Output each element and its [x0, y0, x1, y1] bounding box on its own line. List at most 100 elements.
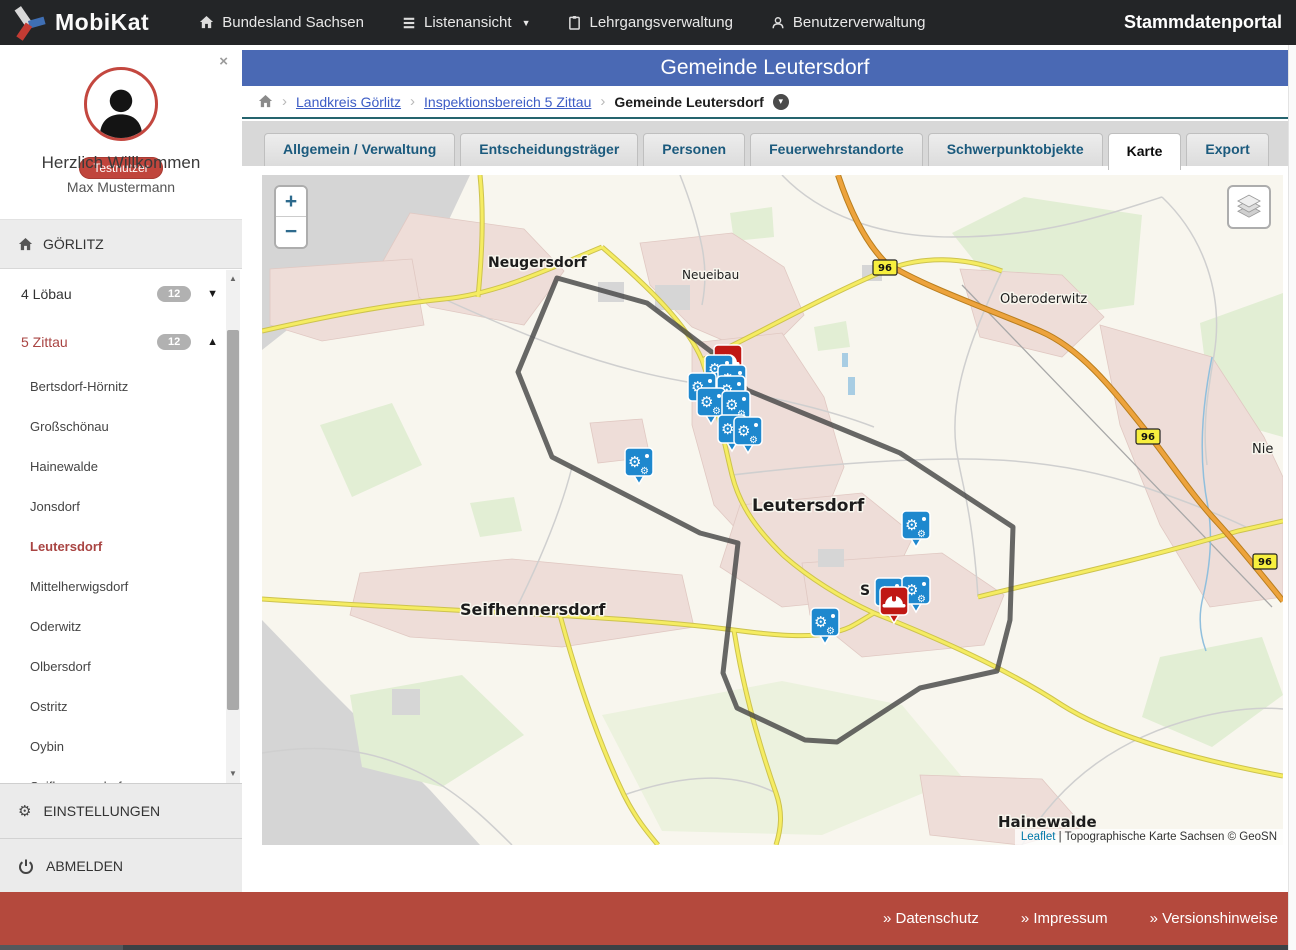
municipality-label: Olbersdorf — [30, 658, 91, 674]
footer-link-datenschutz[interactable]: » Datenschutz — [882, 910, 979, 927]
list-icon — [403, 17, 415, 28]
chevron-down-icon[interactable]: ▼ — [207, 288, 218, 300]
tab-schwerpunktobjekte[interactable]: Schwerpunktobjekte — [927, 133, 1103, 166]
scrollbar-thumb[interactable] — [227, 330, 239, 710]
tab-karte[interactable]: Karte — [1107, 133, 1182, 170]
municipality-label: Oderwitz — [30, 618, 82, 634]
sidebar-footer: ⚙ EINSTELLUNGEN ABMELDEN — [0, 783, 242, 892]
main-content: Gemeinde Leutersdorf › Landkreis Görlitz… — [242, 45, 1288, 892]
menu-label: Bundesland Sachsen — [222, 14, 364, 31]
municipality-label: Mittelherwigsdorf — [30, 578, 129, 594]
gear-icon: ⚙ — [18, 802, 32, 820]
menu-benutzerverwaltung[interactable]: Benutzerverwaltung — [771, 14, 926, 31]
breadcrumb-separator: › — [600, 93, 606, 110]
svg-text:96: 96 — [1141, 432, 1155, 443]
brand-name: MobiKat — [55, 9, 150, 35]
sidebar-item-bertsdorf-hoernitz[interactable]: Bertsdorf-Hörnitz — [0, 366, 226, 406]
svg-text:96: 96 — [878, 263, 892, 274]
map-label-seifhennersdorf: Seifhennersdorf — [460, 600, 606, 619]
menu-bundesland-sachsen[interactable]: Bundesland Sachsen — [199, 14, 364, 31]
sidebar-item-goerlitz[interactable]: GÖRLITZ — [0, 219, 242, 269]
tab-personen[interactable]: Personen — [643, 133, 746, 166]
person-silhouette-icon — [99, 89, 143, 138]
sidebar-item-oybin[interactable]: Oybin — [0, 726, 226, 766]
municipality-nav-list: 4 Löbau 12 ▼ 5 Zittau 12 ▲ Bertsdorf-Hör… — [0, 270, 242, 783]
sidebar-item-jonsdorf[interactable]: Jonsdorf — [0, 486, 226, 526]
count-badge: 12 — [157, 286, 192, 302]
count-badge: 12 — [157, 334, 192, 350]
top-navbar: MobiKat Bundesland Sachsen Listenansicht… — [0, 0, 1296, 45]
sidebar: × Testnutzer Herzlich Willkommen Max Mus… — [0, 45, 242, 892]
menu-listenansicht[interactable]: Listenansicht ▼ — [402, 14, 530, 31]
mobikat-logo-icon — [14, 5, 46, 41]
tab-allgemein-verwaltung[interactable]: Allgemein / Verwaltung — [264, 133, 456, 166]
map-label-nie: Nie — [1252, 442, 1273, 457]
sidebar-group-loebau[interactable]: 4 Löbau 12 ▼ — [0, 270, 226, 318]
settings-label: EINSTELLUNGEN — [43, 803, 161, 819]
menu-label: Lehrgangsverwaltung — [589, 14, 733, 31]
breadcrumb: › Landkreis Görlitz › Inspektionsbereich… — [242, 86, 1288, 119]
leaflet-link[interactable]: Leaflet — [1020, 831, 1056, 843]
municipality-label: Ostritz — [30, 698, 68, 714]
group-label: 4 Löbau — [21, 286, 72, 302]
map-label-hainewalde: Hainewalde — [998, 813, 1097, 831]
zoom-control: + − — [274, 185, 308, 249]
footer-link-versionshinweise[interactable]: » Versionshinweise — [1149, 910, 1278, 927]
map-label-oberoderwitz: Oberoderwitz — [1000, 292, 1087, 307]
municipality-label: Jonsdorf — [30, 498, 80, 514]
municipality-label: Oybin — [30, 738, 64, 754]
municipality-label: Großschönau — [30, 418, 109, 434]
scroll-up-icon[interactable]: ▲ — [229, 274, 237, 283]
user-name: Max Mustermann — [66, 179, 176, 195]
zoom-in-button[interactable]: + — [276, 187, 306, 217]
close-icon[interactable]: × — [219, 53, 228, 70]
map-label-neueibau: Neueibau — [682, 268, 739, 282]
tab-entscheidungstraeger[interactable]: Entscheidungsträger — [460, 133, 639, 166]
breadcrumb-dropdown-icon[interactable]: ▾ — [772, 93, 789, 110]
brand-logo[interactable]: MobiKat — [0, 4, 149, 42]
sidebar-item-olbersdorf[interactable]: Olbersdorf — [0, 646, 226, 686]
sidebar-item-ostritz[interactable]: Ostritz — [0, 686, 226, 726]
user-icon — [772, 16, 784, 28]
map-minor-roads — [262, 175, 1283, 845]
sidebar-item-einstellungen[interactable]: ⚙ EINSTELLUNGEN — [0, 784, 242, 838]
municipality-label: Hainewalde — [30, 458, 98, 474]
footer-link-impressum[interactable]: » Impressum — [1020, 910, 1108, 927]
tab-export[interactable]: Export — [1186, 133, 1269, 166]
user-role-badge-label: Testnutzer — [79, 157, 163, 179]
layers-control[interactable] — [1227, 185, 1271, 229]
main-menu: Bundesland Sachsen Listenansicht ▼ Lehrg… — [199, 14, 926, 31]
sidebar-item-seifhennersdorf[interactable]: Seifhennersdorf — [0, 766, 226, 784]
breadcrumb-inspektionsbereich[interactable]: Inspektionsbereich 5 Zittau — [424, 93, 592, 110]
zoom-out-button[interactable]: − — [276, 217, 306, 247]
page-title: Gemeinde Leutersdorf — [242, 50, 1288, 86]
sidebar-scrollbar[interactable]: ▲ ▼ — [226, 270, 240, 783]
home-icon — [18, 237, 33, 250]
sidebar-item-hainewalde[interactable]: Hainewalde — [0, 446, 226, 486]
municipality-label: Leutersdorf — [30, 538, 103, 554]
menu-lehrgangsverwaltung[interactable]: Lehrgangsverwaltung — [568, 14, 733, 31]
municipality-label: Bertsdorf-Hörnitz — [30, 378, 129, 394]
breadcrumb-separator: › — [410, 93, 416, 110]
sidebar-item-leutersdorf[interactable]: Leutersdorf — [0, 526, 226, 566]
sidebar-item-oderwitz[interactable]: Oderwitz — [0, 606, 226, 646]
bottom-bar — [0, 945, 1296, 950]
welcome-heading: Herzlich Willkommen — [41, 153, 201, 172]
map-water — [842, 353, 1213, 652]
map-canvas[interactable]: 96 96 96 Neugersdorf Neueibau Oberoderwi… — [262, 175, 1283, 845]
sidebar-item-grossschoenau[interactable]: Großschönau — [0, 406, 226, 446]
region-label: GÖRLITZ — [43, 236, 104, 252]
avatar — [84, 67, 158, 141]
sidebar-item-abmelden[interactable]: ABMELDEN — [0, 838, 242, 893]
home-icon[interactable] — [258, 94, 273, 109]
tab-feuerwehrstandorte[interactable]: Feuerwehrstandorte — [750, 133, 923, 166]
map-container[interactable]: 96 96 96 Neugersdorf Neueibau Oberoderwi… — [262, 175, 1283, 845]
scroll-down-icon[interactable]: ▼ — [229, 769, 237, 778]
sidebar-group-zittau[interactable]: 5 Zittau 12 ▲ — [0, 318, 226, 366]
breadcrumb-landkreis-goerlitz[interactable]: Landkreis Görlitz — [296, 93, 402, 110]
municipality-boundary — [515, 275, 1016, 745]
bottom-bar-segment — [0, 945, 123, 950]
page-scrollbar[interactable] — [1288, 45, 1296, 950]
chevron-up-icon[interactable]: ▲ — [207, 336, 218, 348]
sidebar-item-mittelherwigsdorf[interactable]: Mittelherwigsdorf — [0, 566, 226, 606]
